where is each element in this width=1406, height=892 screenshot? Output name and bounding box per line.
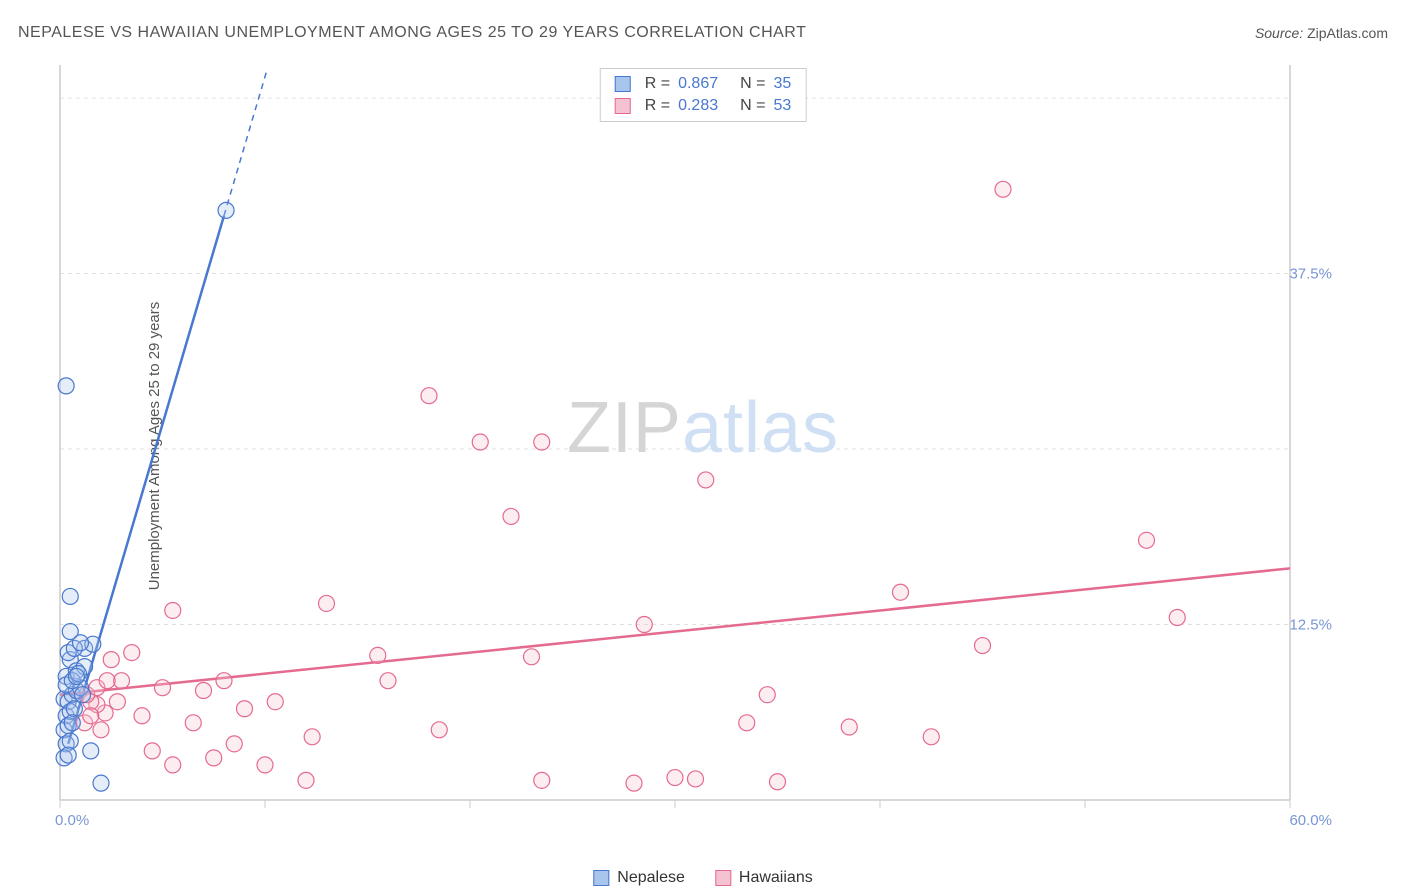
legend-correlation: R = 0.867 N = 35 R = 0.283 N = 53: [600, 68, 807, 122]
n-value-nepalese: 35: [773, 75, 791, 93]
hawaiians-swatch-icon: [615, 98, 631, 114]
hawaiians-swatch-icon: [715, 870, 731, 886]
header: NEPALESE VS HAWAIIAN UNEMPLOYMENT AMONG …: [18, 24, 1388, 42]
source-attribution: Source: ZipAtlas.com: [1255, 25, 1388, 41]
r-label: R =: [645, 75, 670, 93]
legend-row-nepalese: R = 0.867 N = 35: [615, 73, 792, 95]
n-label: N =: [740, 97, 765, 115]
legend-label-hawaiians: Hawaiians: [739, 869, 813, 887]
r-value-hawaiians: 0.283: [678, 97, 718, 115]
legend-series: Nepalese Hawaiians: [593, 869, 812, 887]
chart-svg: 12.5% 37.5% 0.0% 60.0%: [50, 60, 1340, 830]
n-label: N =: [740, 75, 765, 93]
source-label: Source:: [1255, 25, 1303, 41]
svg-text:60.0%: 60.0%: [1289, 812, 1332, 829]
n-value-hawaiians: 53: [773, 97, 791, 115]
source-value: ZipAtlas.com: [1307, 25, 1388, 41]
nepalese-swatch-icon: [615, 76, 631, 92]
r-label: R =: [645, 97, 670, 115]
svg-text:12.5%: 12.5%: [1289, 617, 1332, 634]
svg-text:37.5%: 37.5%: [1289, 266, 1332, 283]
svg-text:0.0%: 0.0%: [55, 812, 89, 829]
legend-item-nepalese: Nepalese: [593, 869, 685, 887]
nepalese-swatch-icon: [593, 870, 609, 886]
legend-label-nepalese: Nepalese: [617, 869, 685, 887]
legend-row-hawaiians: R = 0.283 N = 53: [615, 95, 792, 117]
r-value-nepalese: 0.867: [678, 75, 718, 93]
legend-item-hawaiians: Hawaiians: [715, 869, 813, 887]
chart-title: NEPALESE VS HAWAIIAN UNEMPLOYMENT AMONG …: [18, 24, 806, 42]
plot-area: 12.5% 37.5% 0.0% 60.0%: [50, 60, 1340, 830]
